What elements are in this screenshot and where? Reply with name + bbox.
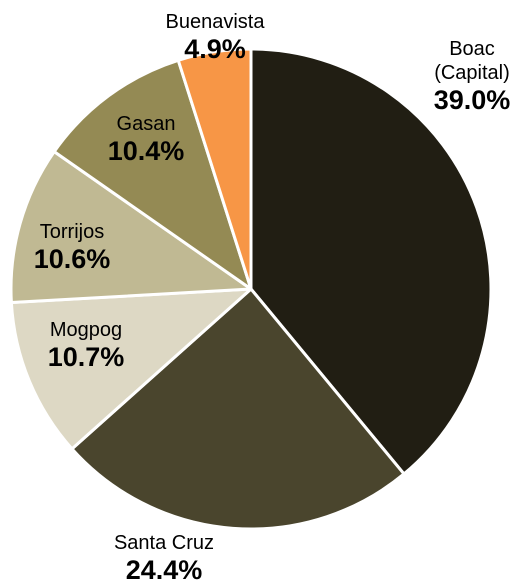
- slice-name-label: Gasan: [117, 113, 176, 135]
- pie-slice-torrijos: [9, 150, 253, 305]
- slice-name-label: Mogpog: [50, 319, 122, 341]
- slice-label-boac: Boac(Capital)39.0%: [434, 38, 511, 115]
- pie-slice-mogpog: [9, 287, 253, 451]
- slice-percent-label: 10.7%: [48, 342, 125, 372]
- slice-percent-label: 39.0%: [434, 85, 511, 115]
- slice-percent-label: 24.4%: [126, 555, 203, 583]
- slice-percent-label: 10.6%: [34, 244, 111, 274]
- slice-percent-label: 10.4%: [108, 136, 185, 166]
- slice-name-label: (Capital): [434, 62, 510, 84]
- pie-slices: [9, 47, 493, 531]
- pie-slice-santa-cruz: [70, 287, 406, 531]
- pie-labels: Boac(Capital)39.0%Santa Cruz24.4%Mogpog1…: [34, 11, 511, 583]
- pie-slice-boac: [249, 47, 493, 476]
- pie-slice-buenavista: [176, 47, 253, 291]
- slice-name-label: Boac: [449, 38, 495, 60]
- slice-name-label: Buenavista: [166, 11, 266, 33]
- slice-name-label: Torrijos: [40, 221, 104, 243]
- slice-name-label: Santa Cruz: [114, 532, 214, 554]
- pie-slice-gasan: [52, 58, 253, 291]
- slice-percent-label: 4.9%: [184, 34, 246, 64]
